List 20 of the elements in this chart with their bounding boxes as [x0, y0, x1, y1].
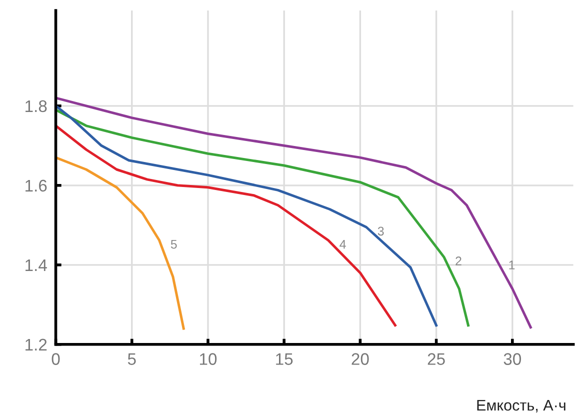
x-tick-label: 5 — [128, 353, 136, 365]
x-tick-label: 25 — [428, 353, 445, 365]
y-tick-label: 1.4 — [26, 259, 47, 271]
y-tick-label: 1.8 — [26, 100, 47, 112]
y-tick-label: 1.6 — [26, 180, 47, 192]
series-label: 4 — [340, 240, 346, 249]
x-axis-title: Емкость, А·ч — [477, 400, 566, 412]
line-series — [56, 124, 396, 327]
line-series — [56, 96, 532, 329]
y-tick-label: 1.2 — [26, 338, 47, 350]
series-label: 1 — [509, 260, 515, 270]
x-tick-label: 15 — [276, 353, 293, 365]
x-tick-label: 10 — [200, 353, 217, 365]
series-label: 2 — [456, 256, 462, 266]
x-tick-label: 20 — [352, 353, 369, 365]
x-tick-label: 0 — [52, 353, 60, 365]
series-label: 5 — [170, 240, 177, 249]
x-tick-label: 30 — [504, 353, 522, 365]
line-series — [56, 156, 185, 330]
series-label: 3 — [378, 226, 384, 236]
